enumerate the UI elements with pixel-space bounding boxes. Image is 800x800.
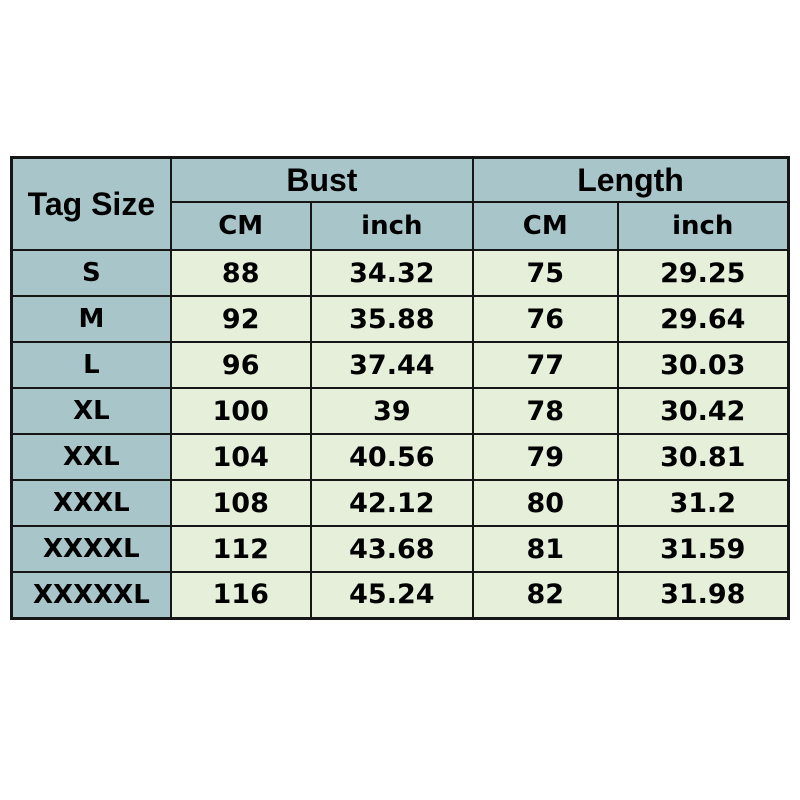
group-header-length: Length — [472, 156, 790, 203]
bust-inch-value: 34.32 — [309, 249, 475, 297]
length-inch-value: 31.2 — [616, 479, 790, 527]
bust-cm-value: 116 — [169, 571, 312, 619]
length-cm-value: 81 — [472, 525, 619, 573]
length-inch-value: 30.81 — [616, 433, 790, 481]
bust-inch-value: 43.68 — [309, 525, 475, 573]
size-label: S — [10, 249, 172, 297]
bust-cm-value: 92 — [169, 295, 312, 343]
bust-cm-value: 88 — [169, 249, 312, 297]
length-inch-value: 29.64 — [616, 295, 790, 343]
unit-header-length-cm: CM — [472, 201, 619, 251]
size-label: XL — [10, 387, 172, 435]
size-label: XXXXL — [10, 525, 172, 573]
group-header-row: Tag Size Bust Length — [10, 156, 790, 251]
length-cm-value: 82 — [472, 571, 619, 619]
length-inch-value: 29.25 — [616, 249, 790, 297]
length-cm-value: 79 — [472, 433, 619, 481]
size-chart-table: Tag Size Bust Length CM inch CM inch S 8… — [10, 156, 790, 620]
length-inch-value: 30.42 — [616, 387, 790, 435]
length-cm-value: 80 — [472, 479, 619, 527]
bust-cm-value: 104 — [169, 433, 312, 481]
length-cm-value: 77 — [472, 341, 619, 389]
unit-header-row: CM inch CM inch — [12, 201, 790, 251]
table-row-xl: XL 100 39 78 30.42 — [10, 387, 790, 435]
bust-cm-value: 96 — [169, 341, 312, 389]
group-header-bust: Bust — [169, 156, 475, 203]
table-row-l: L 96 37.44 77 30.03 — [10, 341, 790, 389]
bust-cm-value: 112 — [169, 525, 312, 573]
bust-inch-value: 40.56 — [309, 433, 475, 481]
bust-cm-value: 108 — [169, 479, 312, 527]
length-inch-value: 31.59 — [616, 525, 790, 573]
size-label: XXXXXL — [10, 571, 172, 619]
bust-inch-value: 39 — [309, 387, 475, 435]
bust-cm-value: 100 — [169, 387, 312, 435]
unit-header-bust-cm: CM — [169, 201, 312, 251]
length-cm-value: 75 — [472, 249, 619, 297]
table-row-xxxxxl: XXXXXL 116 45.24 82 31.98 — [10, 571, 790, 619]
table-row-m: M 92 35.88 76 29.64 — [10, 295, 790, 343]
size-label: XXXL — [10, 479, 172, 527]
length-cm-value: 78 — [472, 387, 619, 435]
bust-inch-value: 45.24 — [309, 571, 475, 619]
size-label: M — [10, 295, 172, 343]
length-inch-value: 30.03 — [616, 341, 790, 389]
unit-header-bust-inch: inch — [309, 201, 475, 251]
length-cm-value: 76 — [472, 295, 619, 343]
table-row-s: S 88 34.32 75 29.25 — [10, 249, 790, 297]
bust-inch-value: 42.12 — [309, 479, 475, 527]
table-row-xxxl: XXXL 108 42.12 80 31.2 — [10, 479, 790, 527]
length-inch-value: 31.98 — [616, 571, 790, 619]
unit-header-length-inch: inch — [616, 201, 790, 251]
corner-header-tag-size: Tag Size — [10, 156, 172, 251]
table-row-xxl: XXL 104 40.56 79 30.81 — [10, 433, 790, 481]
bust-inch-value: 35.88 — [309, 295, 475, 343]
table-row-xxxxl: XXXXL 112 43.68 81 31.59 — [10, 525, 790, 573]
bust-inch-value: 37.44 — [309, 341, 475, 389]
size-label: L — [10, 341, 172, 389]
size-label: XXL — [10, 433, 172, 481]
